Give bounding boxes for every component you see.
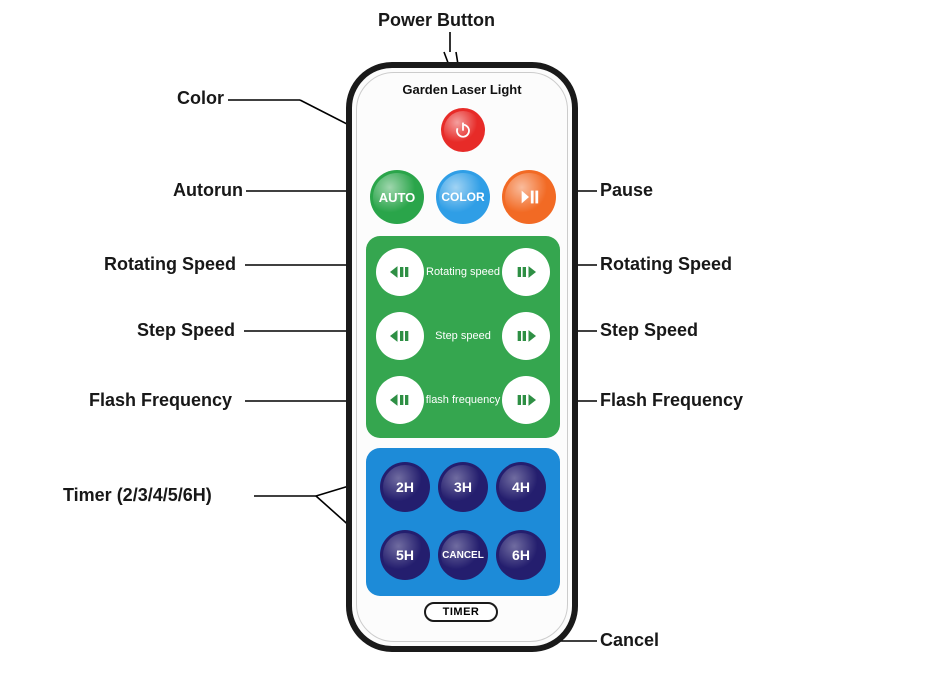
flash-frequency-row: flash frequency xyxy=(366,370,560,430)
timer-panel: 2H 3H 4H 5H CANCEL 6H xyxy=(366,448,560,596)
rotating-speed-up-button[interactable] xyxy=(502,248,550,296)
speed-panel: Rotating speed Step speed xyxy=(366,236,560,438)
device-title: Garden Laser Light xyxy=(352,82,572,97)
callout-cancel: Cancel xyxy=(600,630,659,651)
timer-6h-button[interactable]: 6H xyxy=(496,530,546,580)
power-button[interactable] xyxy=(441,108,485,152)
remote-body: Garden Laser Light AUTO COLOR xyxy=(346,62,578,652)
play-pause-button[interactable] xyxy=(502,170,556,224)
callout-step-right: Step Speed xyxy=(600,320,698,341)
flash-frequency-down-button[interactable] xyxy=(376,376,424,424)
callout-power: Power Button xyxy=(378,10,495,31)
step-speed-up-button[interactable] xyxy=(502,312,550,360)
timer-4h-button[interactable]: 4H xyxy=(496,462,546,512)
callout-pause: Pause xyxy=(600,180,653,201)
auto-button[interactable]: AUTO xyxy=(370,170,424,224)
timer-2h-button[interactable]: 2H xyxy=(380,462,430,512)
callout-color: Color xyxy=(177,88,224,109)
color-button[interactable]: COLOR xyxy=(436,170,490,224)
auto-label: AUTO xyxy=(379,190,416,205)
step-speed-label: Step speed xyxy=(424,306,502,366)
play-pause-icon xyxy=(518,186,540,208)
arrow-right-icon xyxy=(516,393,536,407)
arrow-right-icon xyxy=(516,265,536,279)
arrow-left-icon xyxy=(390,329,410,343)
step-speed-down-button[interactable] xyxy=(376,312,424,360)
arrow-right-icon xyxy=(516,329,536,343)
flash-frequency-label: flash frequency xyxy=(424,370,502,430)
timer-tag: TIMER xyxy=(424,602,498,622)
rotating-speed-label: Rotating speed xyxy=(424,242,502,302)
timer-5h-button[interactable]: 5H xyxy=(380,530,430,580)
callout-step-left: Step Speed xyxy=(137,320,235,341)
callout-rot-right: Rotating Speed xyxy=(600,254,732,275)
callout-autorun: Autorun xyxy=(173,180,243,201)
callout-flash-right: Flash Frequency xyxy=(600,390,743,411)
callout-rot-left: Rotating Speed xyxy=(104,254,236,275)
power-icon xyxy=(454,121,472,139)
rotating-speed-down-button[interactable] xyxy=(376,248,424,296)
flash-frequency-up-button[interactable] xyxy=(502,376,550,424)
timer-3h-button[interactable]: 3H xyxy=(438,462,488,512)
rotating-speed-row: Rotating speed xyxy=(366,242,560,302)
arrow-left-icon xyxy=(390,265,410,279)
color-label: COLOR xyxy=(441,190,484,204)
timer-cancel-button[interactable]: CANCEL xyxy=(438,530,488,580)
arrow-left-icon xyxy=(390,393,410,407)
step-speed-row: Step speed xyxy=(366,306,560,366)
callout-timer: Timer (2/3/4/5/6H) xyxy=(63,485,212,506)
callout-flash-left: Flash Frequency xyxy=(89,390,232,411)
